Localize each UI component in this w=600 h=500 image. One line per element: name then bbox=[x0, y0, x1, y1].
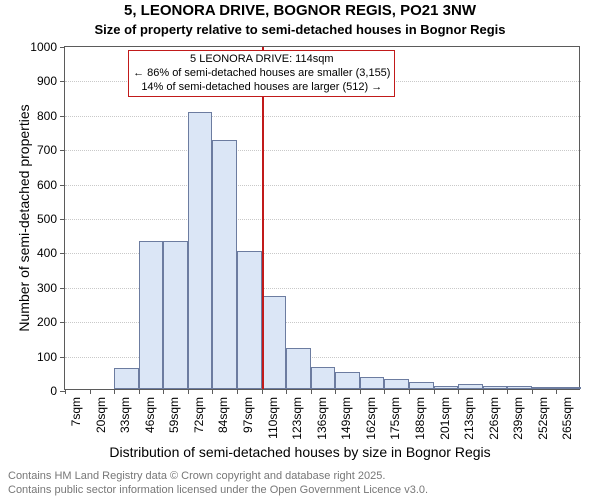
x-tick-mark bbox=[212, 389, 213, 394]
histogram-bar bbox=[483, 386, 508, 389]
x-tick-label: 188sqm bbox=[413, 397, 427, 440]
x-tick-mark bbox=[262, 389, 263, 394]
x-tick-mark bbox=[90, 389, 91, 394]
histogram-bar bbox=[163, 241, 188, 389]
y-tick-label: 0 bbox=[50, 384, 65, 398]
x-tick-mark bbox=[163, 389, 164, 394]
x-tick-label: 7sqm bbox=[69, 397, 83, 426]
chart-subtitle: Size of property relative to semi-detach… bbox=[0, 22, 600, 37]
gridline bbox=[65, 116, 581, 117]
x-tick-mark bbox=[114, 389, 115, 394]
x-tick-label: 252sqm bbox=[536, 397, 550, 440]
marker-line bbox=[262, 47, 264, 389]
histogram-bar bbox=[335, 372, 360, 389]
x-tick-label: 59sqm bbox=[167, 397, 181, 433]
x-tick-mark bbox=[532, 389, 533, 394]
histogram-bar bbox=[139, 241, 164, 389]
plot-area: 010020030040050060070080090010007sqm20sq… bbox=[64, 46, 580, 390]
footer-line-1: Contains HM Land Registry data © Crown c… bbox=[8, 470, 385, 482]
x-tick-mark bbox=[65, 389, 66, 394]
x-tick-label: 110sqm bbox=[266, 397, 280, 439]
histogram-bar bbox=[409, 382, 434, 389]
footer-line-2: Contains public sector information licen… bbox=[8, 484, 428, 496]
x-tick-label: 239sqm bbox=[511, 397, 525, 440]
x-tick-label: 20sqm bbox=[94, 397, 108, 433]
x-tick-mark bbox=[384, 389, 385, 394]
x-tick-label: 213sqm bbox=[462, 397, 476, 440]
x-tick-label: 97sqm bbox=[241, 397, 255, 433]
x-tick-label: 84sqm bbox=[216, 397, 230, 433]
histogram-bar bbox=[507, 386, 532, 389]
x-tick-mark bbox=[458, 389, 459, 394]
histogram-bar bbox=[556, 387, 581, 389]
gridline bbox=[65, 219, 581, 220]
y-tick-label: 600 bbox=[37, 178, 65, 192]
x-tick-mark bbox=[483, 389, 484, 394]
y-tick-label: 300 bbox=[37, 281, 65, 295]
histogram-bar bbox=[286, 348, 311, 389]
x-tick-label: 136sqm bbox=[315, 397, 329, 440]
histogram-bar bbox=[262, 296, 287, 389]
histogram-bar bbox=[532, 387, 557, 389]
y-tick-label: 400 bbox=[37, 246, 65, 260]
gridline bbox=[65, 185, 581, 186]
histogram-bar bbox=[114, 368, 139, 389]
histogram-bar bbox=[360, 377, 385, 389]
x-tick-mark bbox=[409, 389, 410, 394]
x-tick-mark bbox=[311, 389, 312, 394]
annotation-line: 5 LEONORA DRIVE: 114sqm bbox=[133, 53, 390, 67]
x-tick-mark bbox=[434, 389, 435, 394]
histogram-bar bbox=[212, 140, 237, 389]
y-tick-label: 200 bbox=[37, 315, 65, 329]
x-tick-label: 149sqm bbox=[339, 397, 353, 440]
x-tick-mark bbox=[286, 389, 287, 394]
x-tick-mark bbox=[237, 389, 238, 394]
x-tick-label: 175sqm bbox=[388, 397, 402, 440]
x-tick-label: 46sqm bbox=[143, 397, 157, 433]
histogram-bar bbox=[311, 367, 336, 389]
x-tick-label: 162sqm bbox=[364, 397, 378, 440]
x-axis-label: Distribution of semi-detached houses by … bbox=[0, 444, 600, 460]
annotation-box: 5 LEONORA DRIVE: 114sqm← 86% of semi-det… bbox=[128, 50, 395, 97]
x-tick-mark bbox=[507, 389, 508, 394]
y-axis-label: Number of semi-detached properties bbox=[16, 104, 32, 331]
histogram-bar bbox=[458, 384, 483, 389]
x-tick-mark bbox=[556, 389, 557, 394]
histogram-bar bbox=[188, 112, 213, 389]
chart-title: 5, LEONORA DRIVE, BOGNOR REGIS, PO21 3NW bbox=[0, 2, 600, 19]
x-tick-label: 123sqm bbox=[290, 397, 304, 440]
x-tick-mark bbox=[335, 389, 336, 394]
y-tick-label: 900 bbox=[37, 74, 65, 88]
x-tick-mark bbox=[139, 389, 140, 394]
gridline bbox=[65, 150, 581, 151]
x-tick-mark bbox=[188, 389, 189, 394]
x-tick-label: 33sqm bbox=[118, 397, 132, 433]
property-size-chart: 5, LEONORA DRIVE, BOGNOR REGIS, PO21 3NW… bbox=[0, 0, 600, 500]
y-tick-label: 700 bbox=[37, 143, 65, 157]
histogram-bar bbox=[384, 379, 409, 389]
y-tick-label: 500 bbox=[37, 212, 65, 226]
histogram-bar bbox=[434, 386, 459, 389]
x-tick-label: 265sqm bbox=[560, 397, 574, 440]
x-tick-label: 201sqm bbox=[438, 397, 452, 440]
x-tick-label: 72sqm bbox=[192, 397, 206, 433]
x-tick-mark bbox=[360, 389, 361, 394]
y-tick-label: 100 bbox=[37, 350, 65, 364]
x-tick-label: 226sqm bbox=[487, 397, 501, 440]
annotation-line: 14% of semi-detached houses are larger (… bbox=[133, 81, 390, 95]
y-tick-label: 1000 bbox=[30, 40, 65, 54]
histogram-bar bbox=[237, 251, 262, 389]
y-tick-label: 800 bbox=[37, 109, 65, 123]
annotation-line: ← 86% of semi-detached houses are smalle… bbox=[133, 67, 390, 81]
